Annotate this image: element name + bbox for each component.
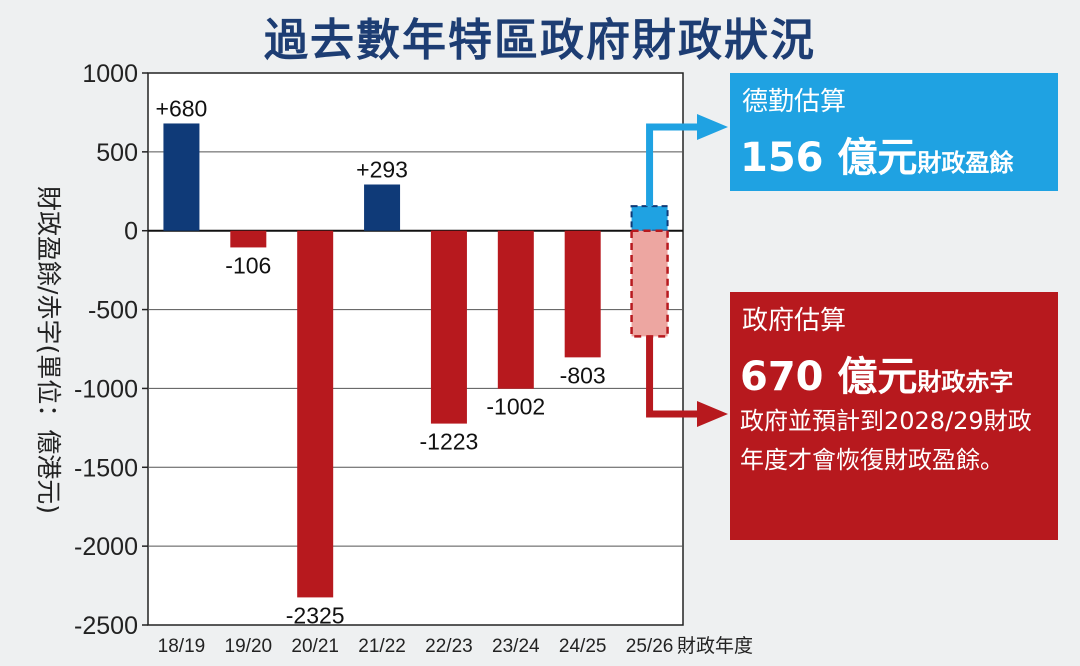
government-note: 政府並預計到2028/29財政年度才會恢復財政盈餘。 xyxy=(740,407,1032,474)
data-label: -106 xyxy=(225,252,271,278)
government-estimate-callout: 政府估算 670 億元財政赤字 政府並預計到2028/29財政年度才會恢復財政盈… xyxy=(730,292,1058,540)
bar-23-24 xyxy=(497,230,534,389)
x-tick-label: 22/23 xyxy=(425,636,473,657)
plot-area xyxy=(147,72,684,626)
data-label: -2325 xyxy=(286,602,345,628)
y-tick-label: 1000 xyxy=(82,60,138,88)
y-tick-label: -500 xyxy=(88,297,138,325)
y-tick-label: -1500 xyxy=(74,454,138,482)
bar-25-26-government-estimate xyxy=(630,229,669,338)
bar-22-23 xyxy=(430,230,467,424)
data-label: -1002 xyxy=(486,394,545,420)
y-tick-label: 0 xyxy=(124,218,138,246)
y-axis-label: 財政盈餘/赤字(單位：億港元) xyxy=(34,186,63,514)
bar-21-22 xyxy=(364,184,401,231)
data-label: +293 xyxy=(356,157,408,183)
data-label: -803 xyxy=(560,362,606,388)
data-label: +680 xyxy=(156,95,208,121)
chart-title: 過去數年特區政府財政狀況 xyxy=(264,15,816,66)
deloitte-amount: 156 億元財政盈餘 xyxy=(740,135,1014,181)
deloitte-arrow xyxy=(646,123,700,207)
y-tick-label: -2500 xyxy=(74,612,138,640)
x-tick-label: 18/19 xyxy=(158,636,206,657)
x-tick-label: 23/24 xyxy=(492,636,540,657)
government-heading: 政府估算 xyxy=(742,306,847,336)
bar-24-25 xyxy=(564,230,601,358)
grid-lines xyxy=(147,72,684,626)
x-tick-label: 21/22 xyxy=(358,636,406,657)
y-tick-label: -2000 xyxy=(74,533,138,561)
bar-19-20 xyxy=(230,230,267,248)
y-tick-label: 500 xyxy=(96,139,138,167)
data-label: -1223 xyxy=(420,429,479,455)
x-tick-label: 20/21 xyxy=(291,636,339,657)
y-tick-label: -1000 xyxy=(74,375,138,403)
x-tick-label: 25/26 xyxy=(626,636,674,657)
bar-20-21 xyxy=(297,230,334,598)
government-amount: 670 億元財政赤字 xyxy=(740,354,1014,400)
bar-25-26-deloitte-estimate xyxy=(630,205,669,232)
deloitte-estimate-callout: 德勤估算 156 億元財政盈餘 xyxy=(730,73,1058,191)
government-arrow xyxy=(646,336,700,418)
deloitte-heading: 德勤估算 xyxy=(742,87,847,117)
callout-arrows xyxy=(646,114,728,427)
x-axis-label: 財政年度 xyxy=(677,635,753,657)
x-tick-label: 19/20 xyxy=(225,636,273,657)
government-arrowhead xyxy=(697,401,728,427)
x-tick-label: 24/25 xyxy=(559,636,607,657)
deloitte-arrowhead xyxy=(697,114,728,140)
axes: 1000 500 0 -500 -1000 -1500 -2000 -2500 18/19 19/… xyxy=(34,60,753,657)
bars xyxy=(163,123,669,598)
bar-18-19 xyxy=(163,123,200,231)
data-labels: +680 -106 -2325 +293 -1223 -1002 -803 xyxy=(156,95,606,628)
